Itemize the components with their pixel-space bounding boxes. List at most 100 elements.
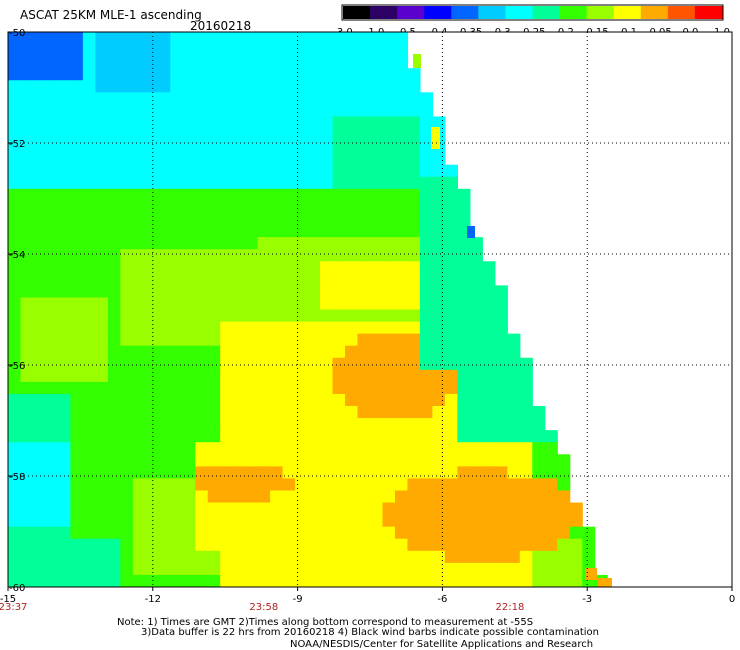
data-cell [407, 442, 421, 455]
data-cell [370, 92, 384, 105]
data-cell [220, 430, 234, 443]
data-cell [20, 140, 34, 154]
data-cell [20, 104, 34, 118]
data-cell [195, 514, 209, 528]
data-cell [494, 562, 508, 576]
data-cell [370, 225, 384, 238]
data-cell [20, 550, 34, 564]
data-cell [220, 92, 234, 105]
colorbar-segment [667, 6, 696, 19]
data-cell [320, 249, 334, 262]
data-cell [157, 538, 171, 552]
data-cell [95, 454, 109, 467]
data-cell [95, 32, 109, 45]
data-cell [232, 297, 246, 311]
data-cell [170, 345, 184, 359]
data-cell [170, 225, 184, 238]
data-cell [332, 345, 346, 359]
colorbar-segment [478, 6, 506, 19]
data-cell [407, 285, 421, 299]
data-cell [482, 454, 496, 467]
data-cell [357, 526, 371, 540]
data-cell [195, 140, 209, 154]
data-cell [494, 418, 508, 431]
x-tick-label: -9 [293, 594, 303, 605]
data-cell [307, 56, 321, 69]
data-cell [444, 550, 458, 564]
data-cell [195, 176, 209, 190]
data-cell [157, 104, 171, 118]
data-cell [345, 164, 359, 178]
data-cell [195, 490, 209, 504]
data-cell [370, 212, 384, 226]
data-cell [432, 297, 446, 311]
data-cell [419, 237, 434, 250]
data-cell [45, 237, 59, 250]
data-cell [444, 200, 458, 214]
data-cell [20, 466, 34, 480]
data-cell [432, 333, 446, 347]
data-cell [82, 176, 96, 190]
data-cell [432, 212, 446, 226]
data-cell [320, 514, 334, 528]
data-cell [82, 502, 96, 516]
data-cell [132, 152, 146, 166]
data-cell [182, 104, 196, 118]
data-cell [419, 442, 434, 455]
data-cell [419, 430, 434, 443]
data-cell [407, 502, 421, 516]
data-cell [270, 550, 284, 564]
data-cell [245, 369, 259, 383]
data-cell [195, 550, 209, 564]
data-cell [345, 297, 359, 311]
data-cell [220, 502, 234, 516]
data-cell [70, 526, 84, 540]
y-tick-label: -52 [9, 139, 25, 150]
data-cell [182, 68, 196, 81]
data-cell [270, 562, 284, 576]
data-cell [45, 249, 59, 262]
data-cell [257, 200, 271, 214]
data-cell [57, 164, 72, 178]
data-cell [132, 212, 146, 226]
data-cell [157, 393, 171, 407]
data-cell [232, 454, 246, 467]
data-cell [232, 212, 246, 226]
data-cell [370, 273, 384, 286]
data-cell [457, 502, 471, 516]
data-cell [432, 562, 446, 576]
data-cell [145, 538, 159, 552]
data-cell [232, 261, 246, 274]
data-cell [245, 273, 259, 286]
data-cell [357, 345, 371, 359]
data-cell [57, 68, 72, 81]
data-cell [307, 92, 321, 105]
swath-edge-cell [413, 54, 421, 68]
data-cell [419, 574, 434, 587]
data-cell [157, 212, 171, 226]
data-cell [57, 297, 72, 311]
data-cell [557, 538, 571, 552]
data-cell [157, 261, 171, 274]
data-cell [320, 502, 334, 516]
data-cell [82, 128, 96, 142]
y-axis: -50-52-54-56-58-60 [8, 28, 25, 594]
data-cell [45, 502, 59, 516]
x-axis: -15 -12 -9 -6 -3 0 [0, 587, 735, 605]
data-cell [220, 164, 234, 178]
data-cell [332, 212, 346, 226]
data-cell [232, 502, 246, 516]
data-cell [519, 442, 533, 455]
data-cell [407, 140, 421, 154]
data-cell [569, 574, 583, 587]
data-cell [394, 526, 409, 540]
data-cell [120, 321, 134, 335]
data-cell [295, 321, 309, 335]
data-cell [295, 261, 309, 274]
colorbar-segment [586, 6, 615, 19]
data-cell [432, 406, 446, 419]
data-cell [332, 369, 346, 383]
data-cell [157, 430, 171, 443]
data-cell [145, 406, 159, 419]
data-cell [444, 188, 458, 202]
